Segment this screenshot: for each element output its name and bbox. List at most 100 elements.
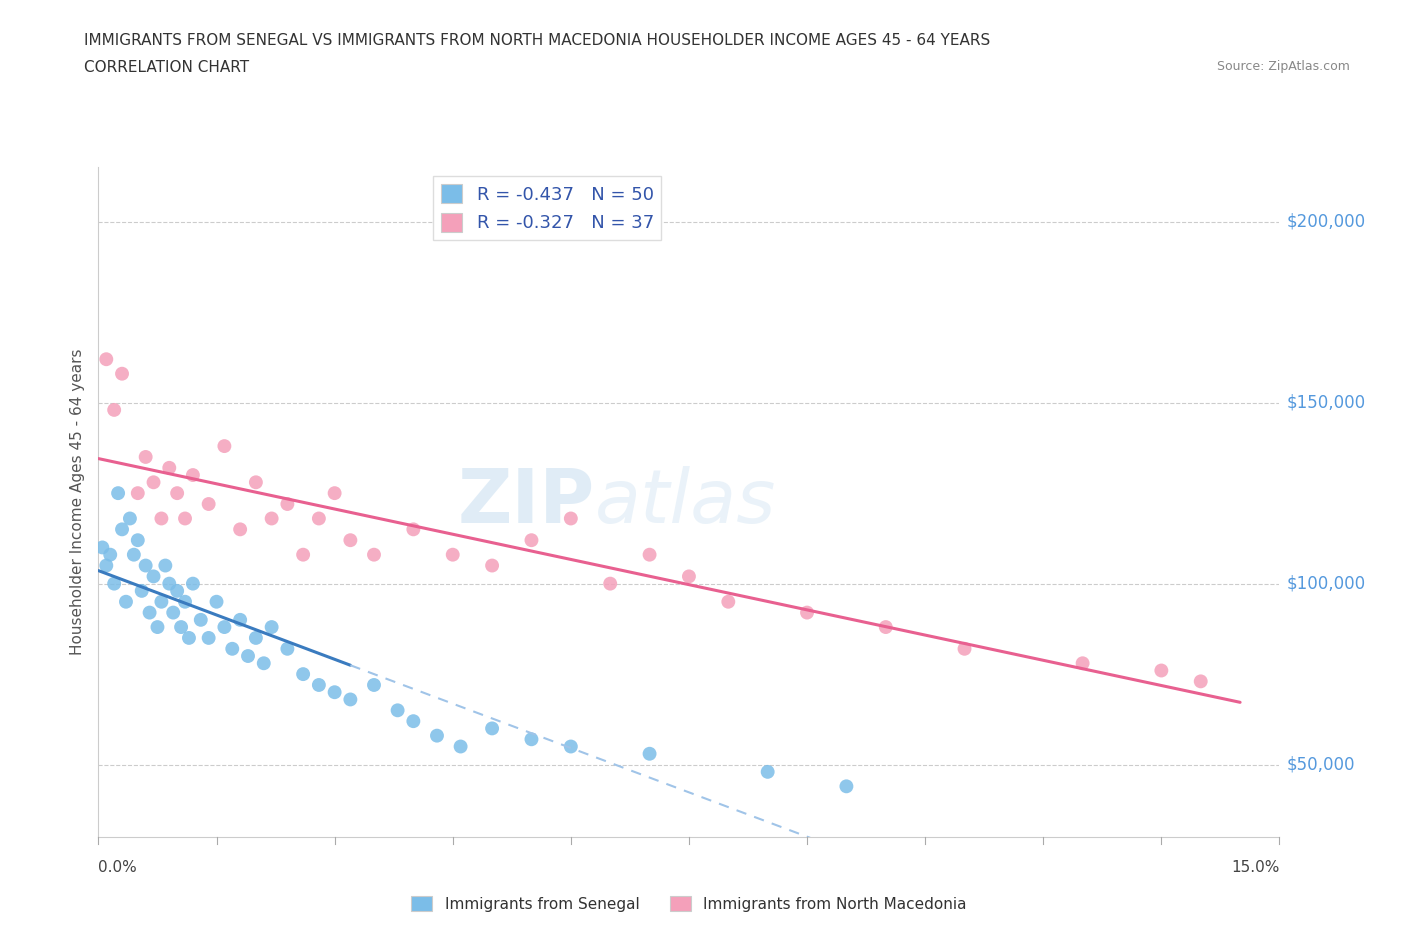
Point bbox=[560, 512, 582, 526]
Point bbox=[276, 642, 298, 657]
Point bbox=[170, 619, 193, 634]
Point bbox=[481, 721, 503, 736]
Point bbox=[402, 522, 425, 537]
Point bbox=[142, 475, 165, 490]
Point bbox=[214, 439, 236, 454]
Point bbox=[953, 642, 976, 657]
Point bbox=[520, 732, 543, 747]
Point bbox=[98, 547, 121, 562]
Point bbox=[131, 583, 153, 598]
Point bbox=[245, 631, 267, 645]
Point bbox=[190, 612, 212, 627]
Point bbox=[157, 460, 180, 475]
Point bbox=[599, 577, 621, 591]
Point bbox=[122, 547, 145, 562]
Point bbox=[402, 713, 425, 728]
Point bbox=[166, 583, 188, 598]
Point bbox=[118, 512, 141, 526]
Point bbox=[339, 533, 361, 548]
Point bbox=[638, 746, 661, 761]
Point bbox=[441, 547, 464, 562]
Point bbox=[115, 594, 138, 609]
Point bbox=[875, 619, 897, 634]
Text: Source: ZipAtlas.com: Source: ZipAtlas.com bbox=[1216, 60, 1350, 73]
Text: $200,000: $200,000 bbox=[1286, 213, 1365, 231]
Point bbox=[221, 642, 243, 657]
Text: $150,000: $150,000 bbox=[1286, 393, 1365, 412]
Text: IMMIGRANTS FROM SENEGAL VS IMMIGRANTS FROM NORTH MACEDONIA HOUSEHOLDER INCOME AG: IMMIGRANTS FROM SENEGAL VS IMMIGRANTS FR… bbox=[84, 33, 991, 47]
Point bbox=[1150, 663, 1173, 678]
Point bbox=[146, 619, 169, 634]
Point bbox=[678, 569, 700, 584]
Point bbox=[363, 547, 385, 562]
Point bbox=[107, 485, 129, 500]
Point bbox=[308, 512, 330, 526]
Point bbox=[292, 667, 315, 682]
Point bbox=[177, 631, 200, 645]
Point bbox=[481, 558, 503, 573]
Point bbox=[1189, 674, 1212, 689]
Point bbox=[162, 605, 184, 620]
Point bbox=[717, 594, 740, 609]
Point bbox=[339, 692, 361, 707]
Point bbox=[323, 684, 346, 699]
Point bbox=[138, 605, 160, 620]
Text: atlas: atlas bbox=[595, 466, 776, 538]
Point bbox=[103, 403, 125, 418]
Point bbox=[308, 678, 330, 693]
Point bbox=[387, 703, 409, 718]
Text: $100,000: $100,000 bbox=[1286, 575, 1365, 592]
Legend: Immigrants from Senegal, Immigrants from North Macedonia: Immigrants from Senegal, Immigrants from… bbox=[405, 889, 973, 918]
Point bbox=[127, 533, 149, 548]
Point bbox=[181, 577, 204, 591]
Point bbox=[835, 779, 858, 794]
Point bbox=[560, 739, 582, 754]
Point bbox=[1071, 656, 1094, 671]
Text: $50,000: $50,000 bbox=[1286, 755, 1355, 774]
Point bbox=[174, 594, 197, 609]
Point bbox=[276, 497, 298, 512]
Point bbox=[197, 631, 219, 645]
Point bbox=[135, 558, 157, 573]
Text: 0.0%: 0.0% bbox=[98, 860, 138, 875]
Point bbox=[127, 485, 149, 500]
Point bbox=[96, 558, 118, 573]
Point bbox=[214, 619, 236, 634]
Point bbox=[197, 497, 219, 512]
Point bbox=[426, 728, 449, 743]
Text: CORRELATION CHART: CORRELATION CHART bbox=[84, 60, 249, 75]
Point bbox=[111, 366, 134, 381]
Point bbox=[363, 678, 385, 693]
Point bbox=[96, 352, 118, 366]
Point bbox=[150, 512, 173, 526]
Point bbox=[450, 739, 472, 754]
Point bbox=[260, 619, 283, 634]
Point bbox=[150, 594, 173, 609]
Point bbox=[205, 594, 228, 609]
Point bbox=[260, 512, 283, 526]
Point bbox=[520, 533, 543, 548]
Point bbox=[756, 764, 779, 779]
Point bbox=[245, 475, 267, 490]
Point bbox=[229, 522, 252, 537]
Point bbox=[323, 485, 346, 500]
Point bbox=[155, 558, 177, 573]
Point bbox=[103, 577, 125, 591]
Point bbox=[638, 547, 661, 562]
Point bbox=[236, 648, 259, 663]
Point bbox=[181, 468, 204, 483]
Point bbox=[142, 569, 165, 584]
Point bbox=[166, 485, 188, 500]
Point bbox=[174, 512, 197, 526]
Point bbox=[253, 656, 276, 671]
Y-axis label: Householder Income Ages 45 - 64 years: Householder Income Ages 45 - 64 years bbox=[69, 349, 84, 656]
Point bbox=[229, 612, 252, 627]
Text: 15.0%: 15.0% bbox=[1232, 860, 1279, 875]
Legend: R = -0.437   N = 50, R = -0.327   N = 37: R = -0.437 N = 50, R = -0.327 N = 37 bbox=[433, 177, 661, 240]
Text: ZIP: ZIP bbox=[457, 466, 595, 538]
Point bbox=[135, 449, 157, 464]
Point bbox=[292, 547, 315, 562]
Point bbox=[111, 522, 134, 537]
Point bbox=[157, 577, 180, 591]
Point bbox=[91, 540, 114, 555]
